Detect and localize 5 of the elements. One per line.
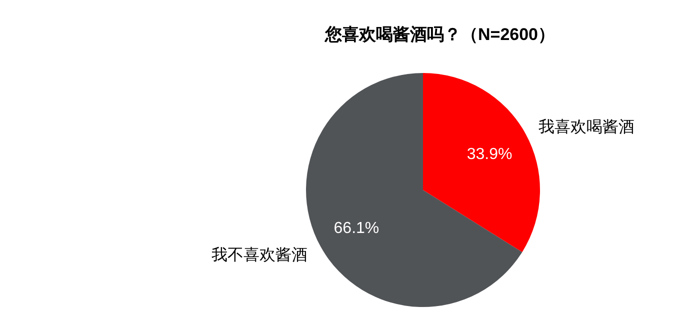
slice-label: 我喜欢喝酱酒	[538, 118, 635, 136]
slice-label: 我不喜欢酱酒	[211, 246, 308, 264]
data-label: 33.9%	[466, 146, 512, 164]
chart-title: 您喜欢喝酱酒吗？（N=2600）	[324, 25, 556, 44]
data-label: 66.1%	[334, 220, 380, 237]
